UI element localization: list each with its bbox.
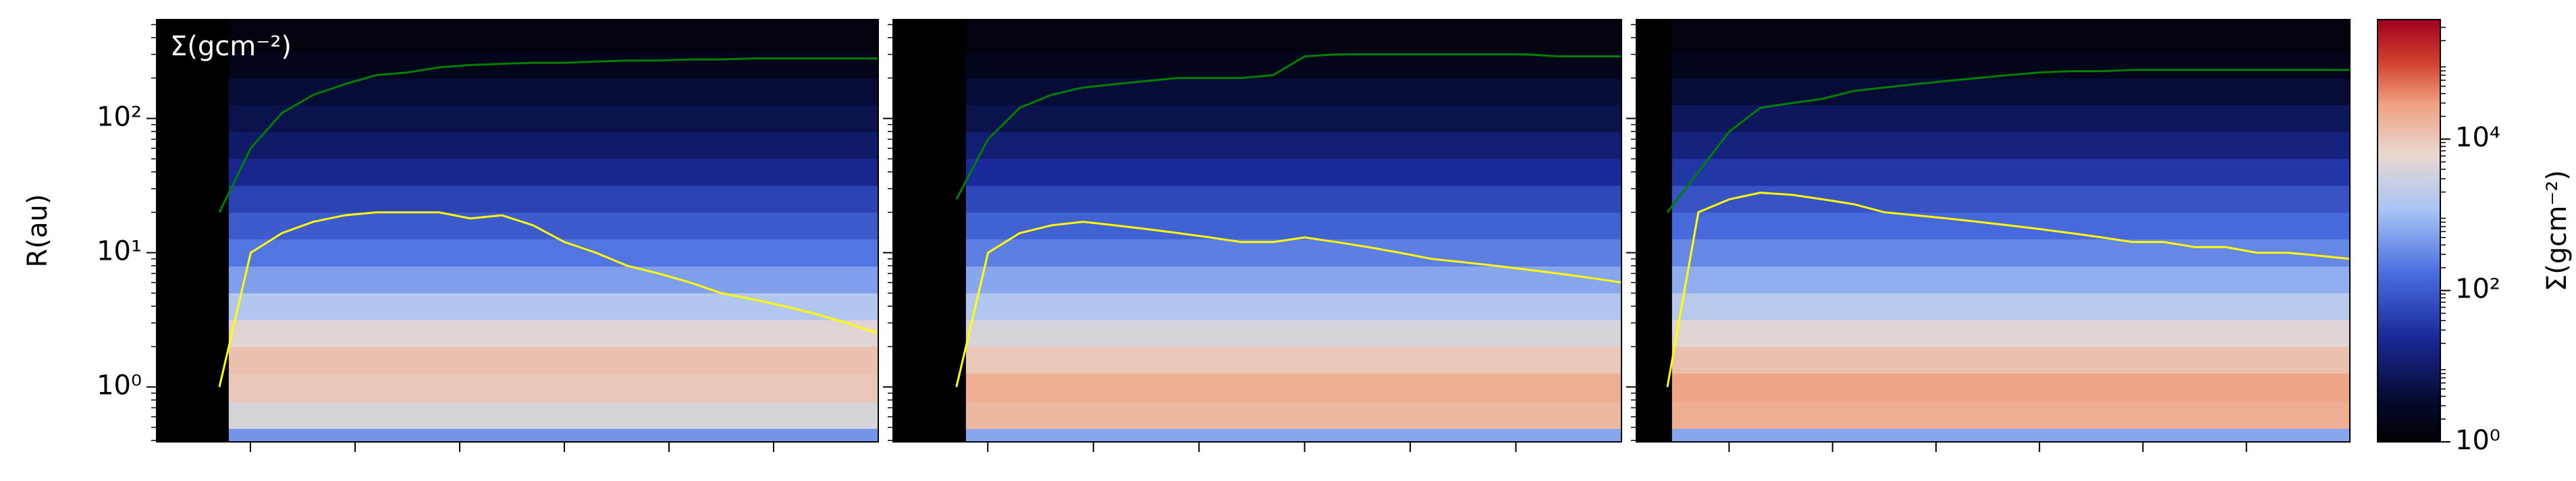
heatmap-band	[228, 132, 878, 159]
heatmap-band	[228, 428, 878, 443]
line-series	[955, 221, 1622, 387]
heatmap-band	[1671, 78, 2350, 105]
heatmap-band	[965, 266, 1621, 293]
heatmap-band	[228, 78, 878, 105]
heatmap-band	[1671, 105, 2350, 133]
heatmap-band	[228, 239, 878, 267]
colorbar-tick-label: 10⁰	[2455, 425, 2500, 456]
heatmap-band	[1671, 428, 2350, 443]
y-axis-label: R(au)	[22, 194, 53, 268]
line-series	[1666, 192, 2351, 387]
heatmap-band	[965, 78, 1621, 105]
heatmap-band	[228, 320, 878, 347]
heatmap-band	[1671, 320, 2350, 347]
panel-frame	[156, 19, 879, 443]
y-tick-label: 10¹	[97, 236, 142, 267]
colorbar	[2377, 19, 2441, 443]
heatmap-band	[965, 132, 1621, 159]
heatmap-band	[1671, 293, 2350, 320]
panel-frame	[892, 19, 1622, 443]
heatmap-band	[1671, 186, 2350, 213]
heatmap-band	[1671, 159, 2350, 186]
heatmap-band	[965, 239, 1621, 267]
line-series	[1666, 69, 2350, 213]
panel-title: Σ(gcm⁻²)	[170, 31, 292, 62]
heatmap-band	[1671, 401, 2350, 429]
heatmap-band	[228, 373, 878, 403]
heatmap-band	[965, 428, 1621, 443]
heatmap-band	[228, 159, 878, 186]
heatmap-band	[965, 105, 1621, 133]
heatmap-band	[228, 186, 878, 213]
heatmap-band	[965, 51, 1621, 79]
heatmap-band	[228, 266, 878, 293]
heatmap-band	[965, 212, 1621, 239]
heatmap-band	[1671, 239, 2350, 267]
heatmap-band	[965, 401, 1621, 429]
y-tick-label: 10⁰	[97, 370, 142, 401]
heatmap-band	[965, 20, 1621, 52]
heatmap-band	[965, 159, 1621, 186]
heatmap-band	[1671, 373, 2350, 403]
panel-frame	[1636, 19, 2351, 443]
heatmap-band	[965, 346, 1621, 374]
heatmap-band	[965, 293, 1621, 320]
heatmap-band	[1671, 266, 2350, 293]
line-series	[218, 57, 878, 213]
colorbar-label: Σ(gcm⁻²)	[2542, 170, 2573, 291]
heatmap-band	[965, 320, 1621, 347]
heatmap-band	[228, 293, 878, 320]
heatmap-band	[228, 20, 878, 52]
heatmap-band	[1671, 20, 2350, 52]
y-tick-label: 10²	[97, 102, 142, 133]
colorbar-tick-label: 10⁴	[2455, 122, 2500, 153]
heatmap-band	[1671, 132, 2350, 159]
line-series	[955, 53, 1621, 200]
heatmap-band	[228, 105, 878, 133]
heatmap-band	[965, 186, 1621, 213]
heatmap-band	[228, 346, 878, 374]
heatmap-band	[1671, 51, 2350, 79]
heatmap-band	[228, 51, 878, 79]
heatmap-band	[965, 373, 1621, 403]
colorbar-tick-label: 10²	[2455, 274, 2500, 305]
line-series	[218, 211, 879, 387]
heatmap-band	[228, 401, 878, 429]
heatmap-band	[1671, 346, 2350, 374]
